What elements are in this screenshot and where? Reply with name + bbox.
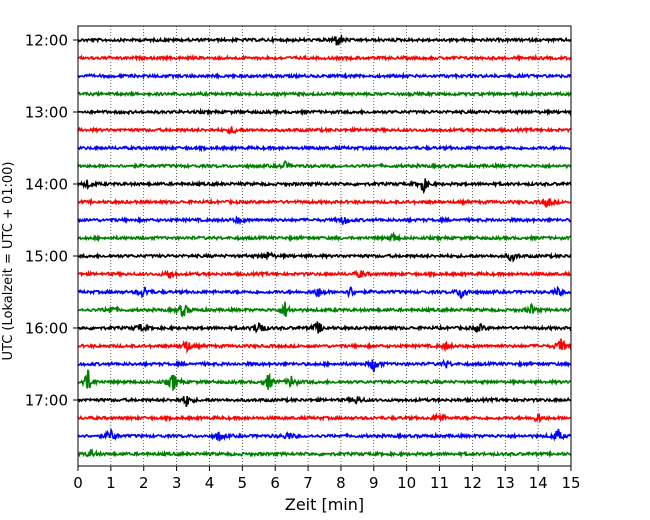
x-tick-label: 6: [270, 474, 280, 492]
x-tick-label: 9: [369, 474, 379, 492]
trace-1245: [77, 89, 572, 99]
x-tick-label: 7: [303, 474, 313, 492]
trace-1230: [77, 71, 572, 81]
x-axis: 0 1 2 3 4 5 6 7 8 9 10 11 12 13 14 15: [73, 466, 581, 492]
x-tick-label: 10: [397, 474, 416, 492]
trace-1430: [77, 215, 572, 226]
trace-1700: [77, 395, 572, 407]
seismic-traces: [77, 33, 572, 459]
trace-1445: [77, 231, 572, 243]
y-tick-label: 15:00: [25, 248, 68, 266]
trace-1500: [77, 251, 572, 263]
trace-1745: [77, 448, 572, 459]
x-tick-label: 1: [106, 474, 116, 492]
x-tick-label: 2: [139, 474, 149, 492]
x-tick-label: 8: [336, 474, 346, 492]
y-tick-label: 13:00: [25, 104, 68, 122]
y-tick-label: 14:00: [25, 176, 68, 194]
x-tick-label: 4: [205, 474, 215, 492]
y-tick-label: 17:00: [25, 392, 68, 410]
x-tick-label: 15: [561, 474, 580, 492]
y-axis: 12:00 13:00 14:00 15:00 16:00 17:00: [25, 32, 78, 410]
trace-1600: [77, 321, 572, 334]
trace-1200: [77, 33, 572, 46]
trace-1345: [77, 159, 572, 170]
trace-1215: [77, 53, 572, 63]
trace-1545: [77, 301, 572, 318]
x-tick-label: 14: [529, 474, 548, 492]
x-tick-label: 13: [496, 474, 515, 492]
y-axis-label: UTC (Lokalzeit = UTC + 01:00): [1, 162, 16, 361]
trace-1730: [77, 427, 572, 442]
trace-1515: [77, 269, 572, 279]
trace-1615: [77, 338, 572, 355]
trace-1645: [77, 369, 572, 391]
trace-1400: [77, 178, 572, 195]
x-grid: [110, 26, 539, 466]
trace-1715: [77, 412, 572, 424]
y-tick-label: 12:00: [25, 32, 68, 50]
x-tick-label: 3: [172, 474, 182, 492]
trace-1330: [77, 144, 572, 153]
plot-frame: [77, 25, 572, 467]
trace-1315: [77, 125, 572, 135]
x-axis-label: Zeit [min]: [285, 495, 364, 514]
x-tick-label: 0: [73, 474, 83, 492]
trace-1300: [77, 107, 572, 117]
x-tick-label: 5: [238, 474, 248, 492]
y-tick-label: 16:00: [25, 320, 68, 338]
x-tick-label: 12: [463, 474, 482, 492]
x-tick-label: 11: [430, 474, 449, 492]
trace-1415: [77, 197, 572, 209]
trace-1530: [77, 285, 572, 300]
trace-1630: [77, 358, 572, 373]
